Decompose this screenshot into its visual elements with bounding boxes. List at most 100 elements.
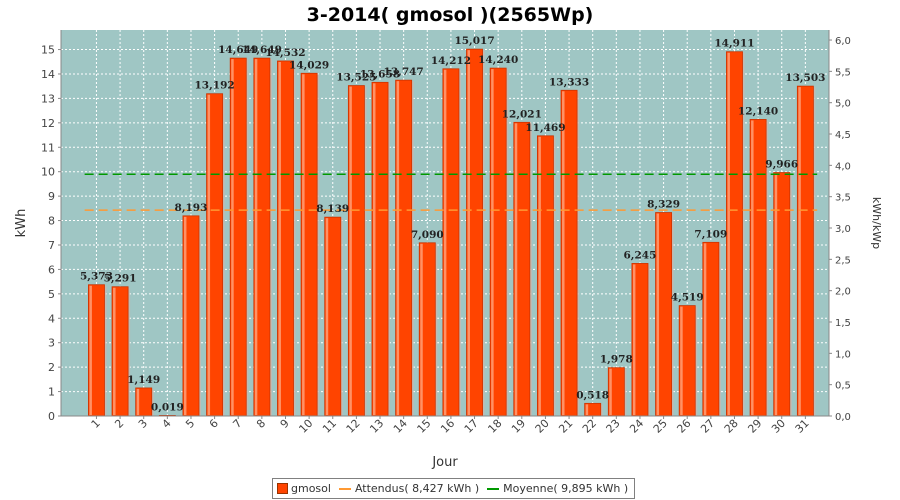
data-label: 14,649: [218, 44, 258, 56]
y-tick-label: 12: [41, 117, 55, 130]
data-label: 9,966: [765, 159, 798, 171]
legend-swatch-line: [487, 487, 500, 490]
bar-highlight: [656, 213, 660, 415]
y-tick-label: 10: [41, 166, 55, 179]
y-tick-label: 3: [48, 337, 55, 350]
x-tick-label: 30: [769, 417, 788, 436]
y-tick-label: 14: [41, 68, 55, 81]
bar-highlight: [302, 74, 305, 415]
y-right-tick-label: 5,5: [835, 67, 851, 78]
y-tick-label: 15: [41, 44, 55, 57]
data-label: 5,291: [104, 273, 137, 285]
data-label: 15,017: [454, 35, 494, 47]
x-tick-label: 3: [136, 417, 150, 431]
bar-highlight: [514, 123, 518, 416]
y-right-axis-title: kWh/kWp: [870, 197, 883, 249]
data-label: 13,525: [336, 72, 376, 84]
data-label: 4,519: [671, 292, 704, 304]
bar-highlight: [467, 50, 471, 415]
bar-highlight: [491, 69, 494, 415]
x-tick-label: 10: [296, 417, 315, 436]
x-tick-label: 11: [320, 417, 339, 436]
bar-highlight: [632, 264, 636, 415]
data-label: 0,019: [151, 402, 184, 414]
bar-highlight: [562, 91, 565, 415]
data-label: 5,373: [80, 271, 113, 283]
data-label: 12,140: [738, 105, 778, 117]
y-right-tick-label: 2,0: [835, 287, 851, 298]
legend-item-gmosol: gmosol: [277, 482, 331, 495]
y-tick-label: 5: [48, 288, 55, 301]
bar-highlight: [372, 83, 376, 416]
legend: gmosol Attendus( 8,427 kWh ) Moyenne( 9,…: [272, 478, 636, 499]
x-tick-label: 17: [462, 417, 481, 436]
x-tick-label: 23: [604, 417, 623, 436]
y-right-tick-label: 4,0: [835, 161, 851, 172]
y-tick-label: 1: [48, 386, 55, 399]
y-tick-label: 6: [48, 263, 55, 276]
y-right-tick-label: 3,5: [835, 193, 851, 204]
bar-highlight: [136, 388, 140, 415]
data-label: 13,503: [785, 72, 825, 84]
y-tick-label: 8: [48, 215, 55, 228]
x-tick-label: 2: [112, 417, 126, 431]
bar-highlight: [113, 287, 116, 415]
legend-label: gmosol: [291, 482, 331, 495]
y-tick-label: 7: [48, 239, 55, 252]
data-label: 14,532: [265, 47, 305, 59]
data-label: 0,518: [576, 389, 609, 401]
bar-highlight: [231, 59, 234, 416]
x-tick-label: 22: [580, 417, 599, 436]
data-label: 14,240: [478, 54, 518, 66]
y-right-tick-label: 0,0: [835, 412, 851, 423]
x-tick-label: 18: [485, 417, 504, 436]
y-tick-label: 11: [41, 141, 55, 154]
y-right-tick-label: 1,5: [835, 318, 851, 329]
reference-lines: [84, 173, 818, 211]
bar-highlight: [703, 243, 707, 415]
x-tick-label: 4: [160, 417, 174, 431]
data-label: 13,747: [384, 66, 424, 78]
bar-highlight: [349, 86, 352, 416]
data-label: 11,469: [525, 122, 565, 134]
bar-highlight: [207, 94, 211, 416]
y-right-tick-label: 4,5: [835, 130, 851, 141]
data-labels: 5,3735,2911,1490,0198,19313,19214,64914,…: [80, 35, 825, 413]
legend-item-moyenne: Moyenne( 9,895 kWh ): [487, 482, 628, 495]
data-label: 14,911: [714, 38, 754, 50]
data-label: 1,149: [127, 374, 160, 386]
data-label: 8,329: [647, 199, 680, 211]
x-tick-label: 5: [183, 417, 197, 431]
data-label: 1,978: [600, 354, 633, 366]
y-tick-label: 13: [41, 92, 55, 105]
bar-highlight: [680, 306, 683, 415]
bar-highlight: [420, 243, 423, 415]
x-tick-label: 8: [254, 417, 268, 431]
chart-title: 3-2014( gmosol )(2565Wp): [306, 4, 594, 26]
bar-highlight: [278, 61, 281, 415]
x-tick-label: 15: [415, 417, 434, 436]
bar-highlight: [89, 285, 92, 415]
legend-label: Moyenne( 9,895 kWh ): [503, 482, 629, 495]
data-label: 14,212: [431, 55, 471, 67]
y-axis-title: kWh: [14, 209, 29, 238]
x-tick-label: 28: [722, 417, 741, 436]
data-label: 14,029: [289, 59, 329, 71]
bar-highlight: [538, 136, 541, 415]
bar-highlight: [774, 173, 778, 415]
bar-highlight: [254, 59, 258, 416]
x-tick-label: 19: [509, 417, 528, 436]
data-label: 13,658: [360, 68, 400, 80]
y-tick-label: 2: [48, 361, 55, 374]
data-label: 7,109: [694, 228, 727, 240]
data-label: 7,090: [411, 229, 444, 241]
x-tick-label: 21: [556, 417, 575, 436]
x-tick-label: 16: [438, 417, 457, 436]
x-tick-label: 12: [344, 417, 363, 436]
y-tick-label: 4: [48, 312, 55, 325]
chart-canvas: 5,3735,2911,1490,0198,19313,19214,64914,…: [14, 30, 883, 470]
bar-highlight: [325, 218, 329, 415]
x-axis-title: Jour: [431, 455, 458, 470]
x-tick-label: 26: [674, 417, 693, 436]
y-right-tick-label: 3,0: [835, 224, 851, 235]
